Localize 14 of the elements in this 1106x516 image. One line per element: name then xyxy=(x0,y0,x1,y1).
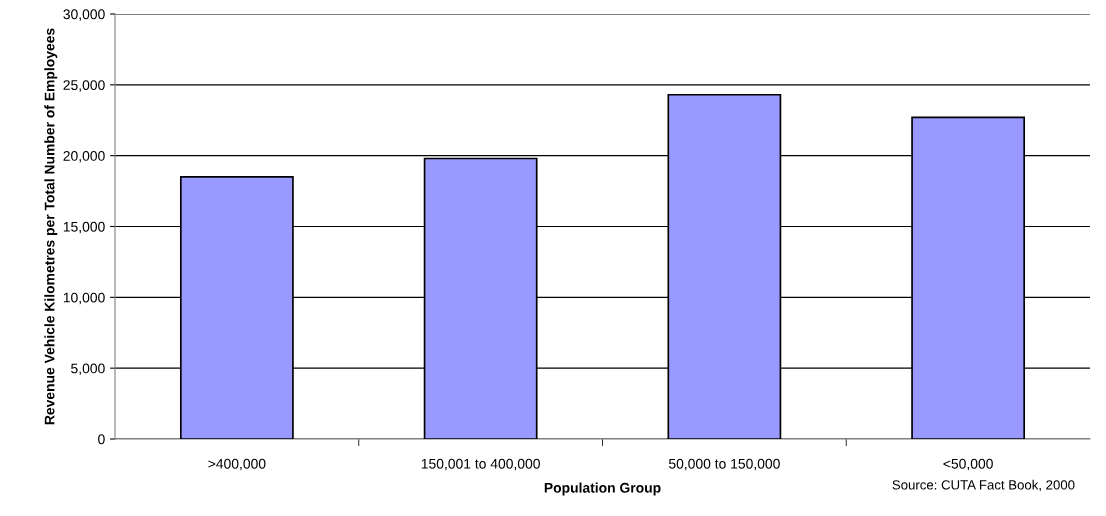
x-tick-label: 50,000 to 150,000 xyxy=(668,458,780,471)
y-tick-label: 10,000 xyxy=(63,292,105,305)
x-tick-label: >400,000 xyxy=(208,458,266,471)
source-note: Source: CUTA Fact Book, 2000 xyxy=(892,479,1075,492)
y-tick-label: 15,000 xyxy=(63,221,105,234)
y-axis-title: Revenue Vehicle Kilometres per Total Number of Employees xyxy=(44,28,58,425)
x-tick-label: <50,000 xyxy=(943,458,993,471)
x-axis-title: Population Group xyxy=(544,482,661,496)
y-tick-label: 20,000 xyxy=(63,151,105,163)
y-tick-label: 30,000 xyxy=(63,9,105,21)
y-tick-label: 0 xyxy=(98,434,105,445)
y-tick-label: 5,000 xyxy=(71,363,105,375)
y-tick-label: 25,000 xyxy=(63,80,105,92)
x-tick-label: 150,001 to 400,000 xyxy=(421,458,540,471)
